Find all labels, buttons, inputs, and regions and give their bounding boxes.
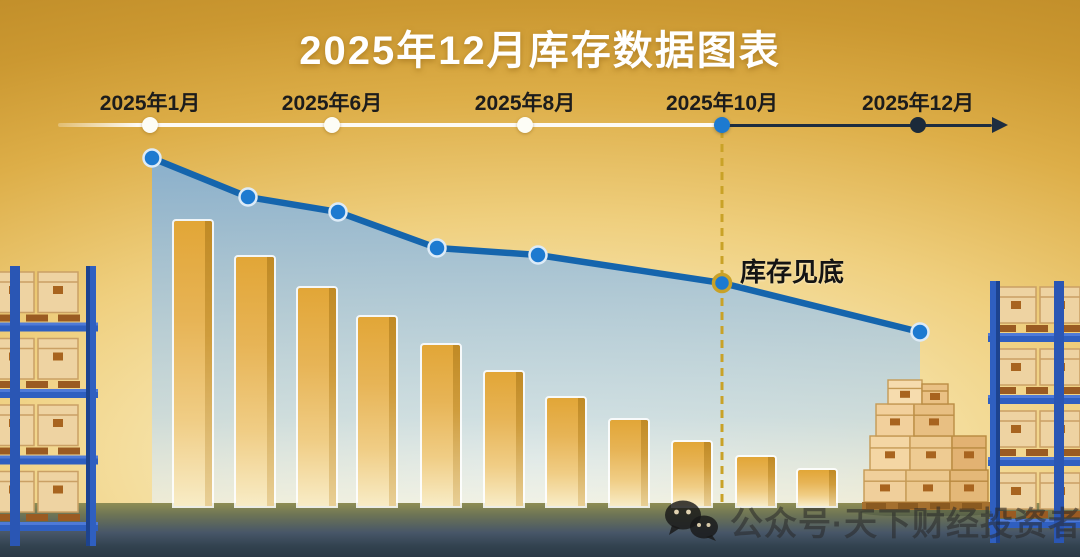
right-warehouse-shelf-illustration	[988, 281, 1080, 543]
timeline-dot-0	[142, 117, 158, 133]
inventory-bar-7	[608, 418, 650, 508]
inventory-bar-2	[296, 286, 338, 508]
trend-area-fill	[152, 158, 920, 504]
warehouse-floor	[0, 503, 1080, 557]
inventory-bar-0	[172, 219, 214, 508]
timeline-dot-4	[910, 117, 926, 133]
timeline-axis-dark	[722, 123, 992, 127]
left-warehouse-shelf-illustration	[0, 266, 98, 546]
page-title: 2025年12月库存数据图表	[299, 29, 781, 73]
inventory-bar-5	[483, 370, 525, 508]
trend-point-0	[142, 148, 162, 168]
watermark: 公众号·天下财经投资者	[664, 497, 1080, 545]
inventory-bar-4	[420, 343, 462, 508]
inventory-bar-10	[796, 468, 838, 508]
trend-point-6	[910, 322, 930, 342]
timeline-label-0: 2025年1月	[99, 92, 201, 115]
inventory-bar-8	[671, 440, 713, 508]
inventory-bar-9	[735, 455, 777, 508]
timeline-label-4: 2025年12月	[861, 92, 975, 115]
inventory-bar-1	[234, 255, 276, 508]
timeline-arrowhead	[992, 117, 1008, 133]
trend-point-5	[711, 272, 733, 294]
inventory-bar-3	[356, 315, 398, 508]
inventory-bottom-annotation: 库存见底	[740, 257, 845, 287]
inventory-bar-6	[545, 396, 587, 508]
watermark-text: 公众号·天下财经投资者	[730, 505, 1080, 542]
timeline-dot-2	[517, 117, 533, 133]
wechat-icon	[665, 500, 718, 541]
timeline-label-1: 2025年6月	[281, 92, 383, 115]
trend-point-3	[427, 238, 447, 258]
timeline-label-2: 2025年8月	[474, 92, 576, 115]
timeline-dot-3	[714, 117, 730, 133]
trend-point-4	[528, 245, 548, 265]
trend-point-2	[328, 202, 348, 222]
timeline-axis-light	[58, 123, 722, 127]
timeline-dot-1	[324, 117, 340, 133]
pallet-box-stack-illustration	[860, 379, 992, 516]
trend-point-1	[238, 187, 258, 207]
timeline-label-3: 2025年10月	[665, 92, 779, 115]
